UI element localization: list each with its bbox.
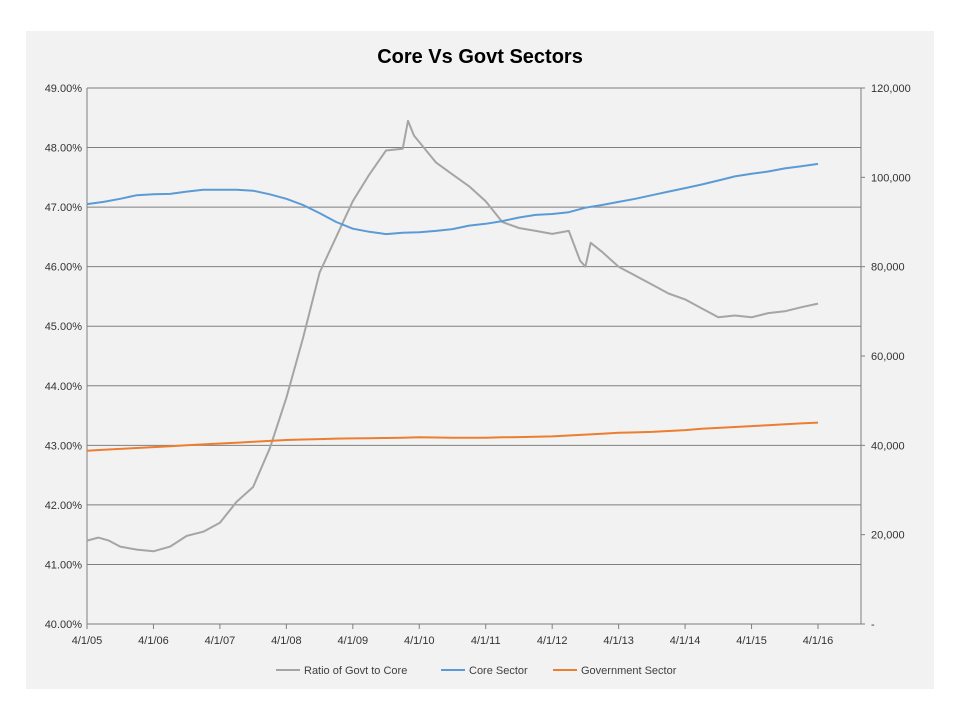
x-tick-label: 4/1/06 — [138, 635, 169, 647]
y-left-tick-label: 40.00% — [45, 619, 83, 631]
series-line-1 — [86, 162, 819, 236]
x-tick-label: 4/1/08 — [271, 635, 302, 647]
chart-title: Core Vs Govt Sectors — [377, 46, 583, 68]
y-left-tick-label: 46.00% — [45, 262, 83, 274]
y-right-tick-label: - — [871, 619, 875, 631]
y-left-tick-label: 42.00% — [45, 500, 83, 512]
x-tick-label: 4/1/10 — [404, 635, 435, 647]
y-left-tick-label: 41.00% — [45, 559, 83, 571]
x-tick-label: 4/1/14 — [670, 635, 701, 647]
legend-label-1: Core Sector — [469, 665, 528, 677]
y-right-tick-label: 60,000 — [871, 351, 905, 363]
y-left-tick-label: 44.00% — [45, 381, 83, 393]
x-tick-label: 4/1/09 — [338, 635, 369, 647]
y-left-tick-label: 45.00% — [45, 321, 83, 333]
x-tick-label: 4/1/16 — [803, 635, 834, 647]
y-left-tick-label: 47.00% — [45, 202, 83, 214]
y-left-tick-label: 43.00% — [45, 440, 83, 452]
x-tick-label: 4/1/05 — [72, 635, 103, 647]
y-left-tick-label: 48.00% — [45, 143, 83, 155]
chart-area: Core Vs Govt Sectors 40.00% 41.00% 42.00% 4… — [26, 31, 934, 689]
legend-label-2: Government Sector — [581, 665, 677, 677]
y-right-tick-label: 100,000 — [871, 172, 911, 184]
y-left-tick-label: 49.00% — [45, 83, 83, 95]
y-right-tick-label: 80,000 — [871, 262, 905, 274]
chart-svg: Core Vs Govt Sectors 40.00% 41.00% 42.00% 4… — [45, 46, 911, 677]
x-tick-label: 4/1/07 — [205, 635, 236, 647]
y-right-tick-label: 120,000 — [871, 83, 911, 95]
legend-label-0: Ratio of Govt to Core — [304, 665, 407, 677]
series-line-0 — [86, 119, 819, 553]
x-tick-label: 4/1/13 — [603, 635, 634, 647]
series-line-2 — [86, 421, 819, 452]
x-tick-label: 4/1/15 — [736, 635, 767, 647]
y-right-tick-label: 20,000 — [871, 530, 905, 542]
x-tick-label: 4/1/12 — [537, 635, 568, 647]
y-right-tick-label: 40,000 — [871, 440, 905, 452]
x-tick-label: 4/1/11 — [471, 635, 501, 647]
